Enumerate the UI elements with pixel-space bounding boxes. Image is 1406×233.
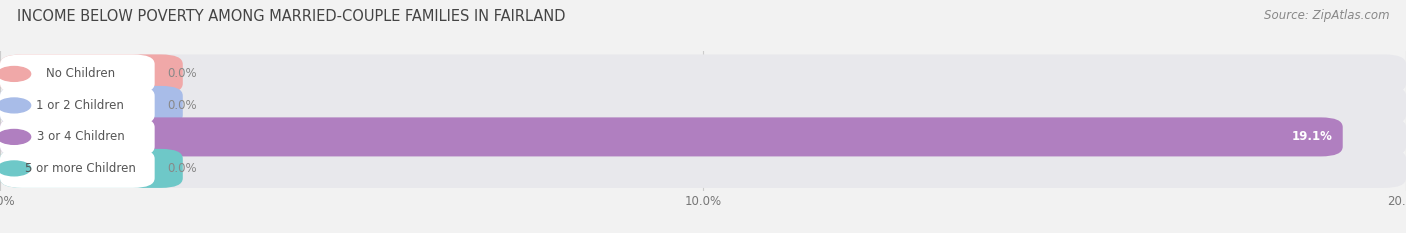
FancyBboxPatch shape: [0, 55, 1406, 93]
FancyBboxPatch shape: [0, 149, 183, 188]
Text: 0.0%: 0.0%: [167, 67, 197, 80]
FancyBboxPatch shape: [0, 55, 155, 93]
FancyBboxPatch shape: [0, 117, 155, 156]
Circle shape: [0, 66, 31, 81]
FancyBboxPatch shape: [0, 117, 1406, 156]
Text: 19.1%: 19.1%: [1291, 130, 1333, 143]
Text: 5 or more Children: 5 or more Children: [25, 162, 136, 175]
Circle shape: [0, 130, 31, 144]
FancyBboxPatch shape: [0, 55, 183, 93]
FancyBboxPatch shape: [0, 86, 155, 125]
FancyBboxPatch shape: [0, 149, 155, 188]
FancyBboxPatch shape: [0, 117, 1343, 156]
Circle shape: [0, 161, 31, 176]
Text: No Children: No Children: [46, 67, 115, 80]
FancyBboxPatch shape: [0, 86, 1406, 125]
Text: 0.0%: 0.0%: [167, 162, 197, 175]
Text: 0.0%: 0.0%: [167, 99, 197, 112]
Circle shape: [0, 98, 31, 113]
Text: INCOME BELOW POVERTY AMONG MARRIED-COUPLE FAMILIES IN FAIRLAND: INCOME BELOW POVERTY AMONG MARRIED-COUPL…: [17, 9, 565, 24]
Text: Source: ZipAtlas.com: Source: ZipAtlas.com: [1264, 9, 1389, 22]
FancyBboxPatch shape: [0, 149, 1406, 188]
FancyBboxPatch shape: [0, 86, 183, 125]
Text: 1 or 2 Children: 1 or 2 Children: [37, 99, 124, 112]
Text: 3 or 4 Children: 3 or 4 Children: [37, 130, 124, 143]
